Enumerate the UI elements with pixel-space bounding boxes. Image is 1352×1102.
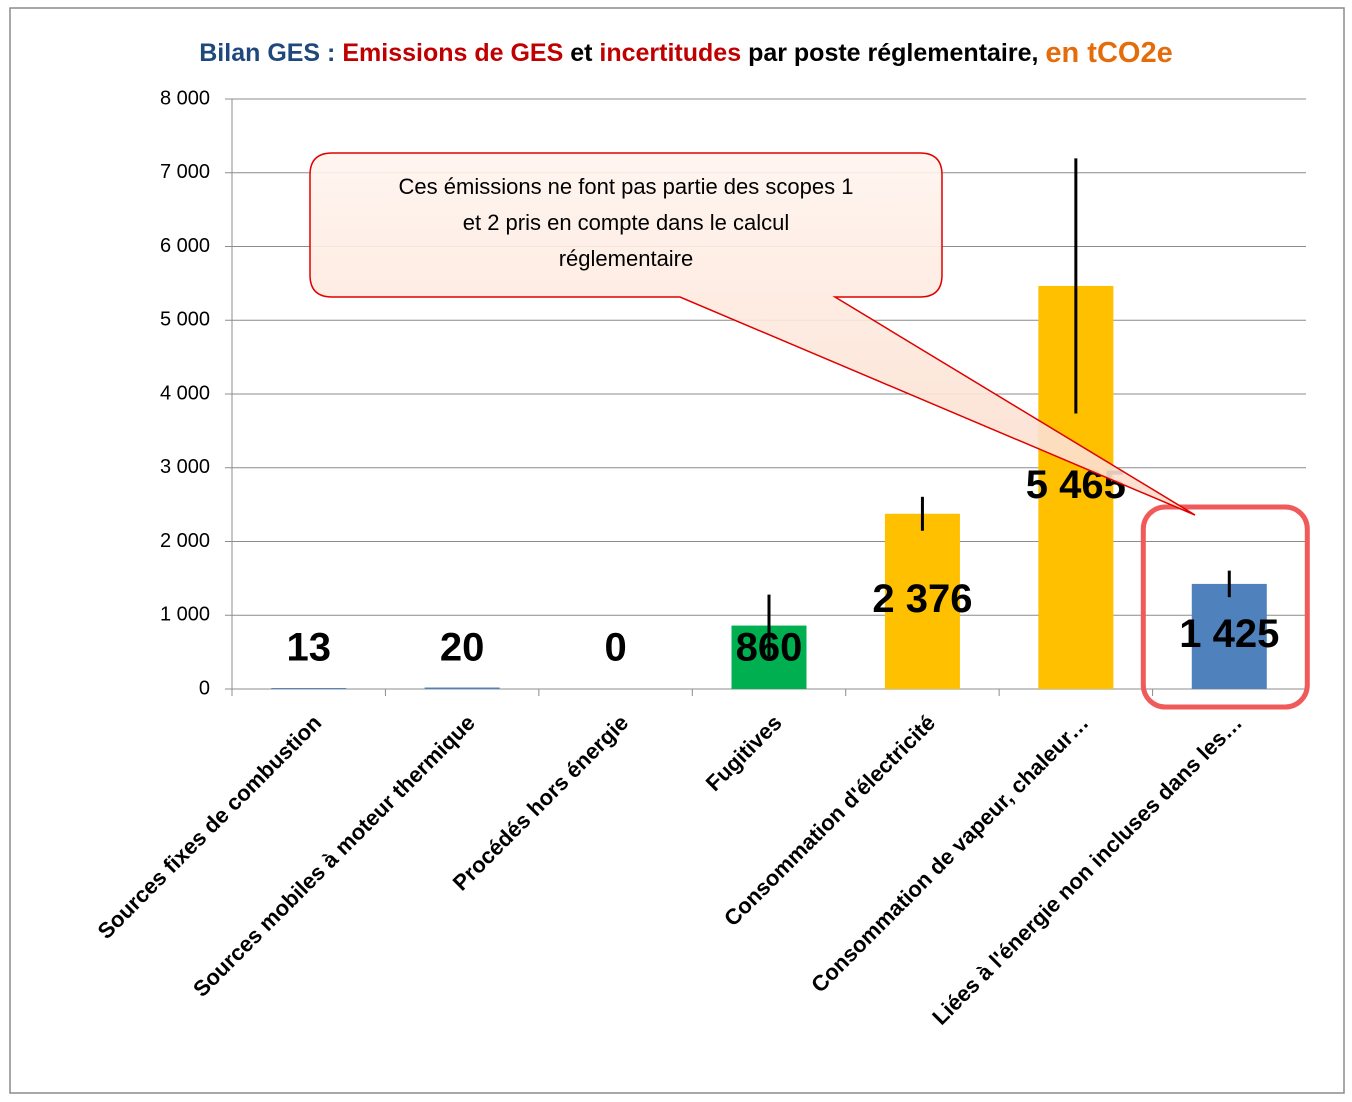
title-part: par poste réglementaire,: [748, 39, 1038, 67]
title-part: incertitudes: [599, 39, 741, 67]
y-tick-label: 5 000: [160, 309, 210, 331]
value-label: 0: [604, 626, 626, 670]
annotation-text: et 2 pris en compte dans le calcul: [463, 210, 790, 235]
bar: [424, 687, 500, 689]
bar: [271, 688, 347, 689]
bar: [1191, 583, 1267, 689]
highlight-box: [1140, 504, 1310, 710]
y-tick-label: 7 000: [160, 161, 210, 183]
chart-title: Bilan GES : Emissions de GES et incertit…: [199, 37, 1172, 69]
callout: [309, 152, 1196, 516]
annotation-text: Ces émissions ne font pas partie des sco…: [399, 174, 854, 199]
y-tick-label: 3 000: [160, 456, 210, 478]
value-label: 1 425: [1179, 612, 1279, 656]
y-tick-label: 2 000: [160, 530, 210, 552]
title-part: Emissions de GES: [342, 39, 563, 67]
y-tick-label: 0: [199, 677, 210, 699]
title-part: Bilan GES :: [199, 39, 335, 67]
y-tick-label: 8 000: [160, 87, 210, 109]
title-part: en tCO2e: [1045, 37, 1172, 69]
y-tick-label: 1 000: [160, 604, 210, 626]
value-label: 2 376: [872, 577, 972, 621]
y-tick-label: 6 000: [160, 235, 210, 257]
annotation-text: réglementaire: [559, 246, 694, 271]
value-label: 860: [736, 626, 803, 670]
title-part: et: [570, 39, 593, 67]
y-tick-label: 4 000: [160, 382, 210, 404]
value-label: 13: [286, 626, 331, 670]
value-label: 20: [440, 626, 485, 670]
bar: [884, 513, 960, 689]
